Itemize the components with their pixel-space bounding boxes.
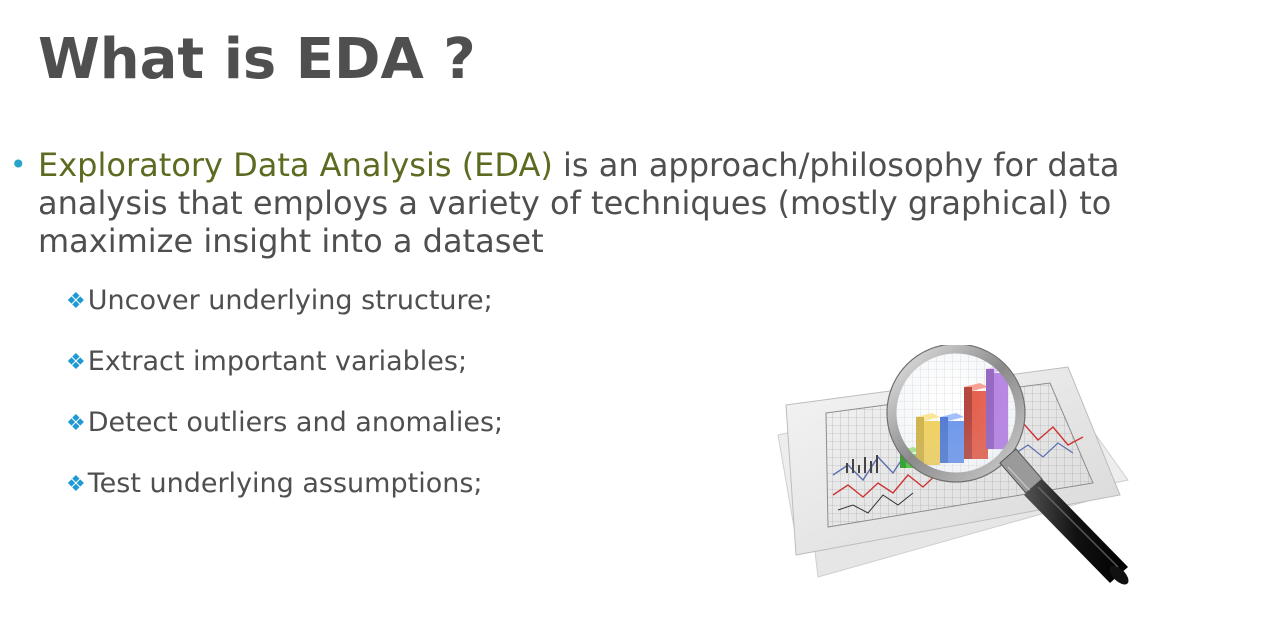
sub-item-label: Extract important variables; [87, 346, 468, 377]
eda-term: Exploratory Data Analysis (EDA) [38, 146, 553, 184]
sub-item-label: Detect outliers and anomalies; [87, 407, 504, 438]
diamond-bullet-icon: ❖ [66, 289, 86, 314]
sub-item-outliers: ❖Detect outliers and anomalies; [66, 406, 503, 440]
bullet-dot: • [10, 148, 27, 181]
sub-item-label: Uncover underlying structure; [87, 285, 493, 316]
slide-title: What is EDA ? [38, 27, 476, 92]
sub-item-structure: ❖Uncover underlying structure; [66, 284, 503, 318]
sub-item-assumptions: ❖Test underlying assumptions; [66, 467, 503, 501]
magnifier-icon [886, 345, 1129, 585]
diamond-bullet-icon: ❖ [66, 350, 86, 375]
sub-bullet-list: ❖Uncover underlying structure; ❖Extract … [66, 284, 503, 528]
diamond-bullet-icon: ❖ [66, 411, 86, 436]
diamond-bullet-icon: ❖ [66, 472, 86, 497]
eda-definition: is an approach/philosophy for data analy… [38, 146, 1120, 260]
magnifier-over-charts-icon [777, 345, 1129, 585]
sub-item-label: Test underlying assumptions; [87, 468, 483, 499]
main-bullet: • Exploratory Data Analysis (EDA) is an … [10, 146, 1190, 260]
main-bullet-text: Exploratory Data Analysis (EDA) is an ap… [38, 146, 1190, 260]
sub-item-variables: ❖Extract important variables; [66, 345, 503, 379]
